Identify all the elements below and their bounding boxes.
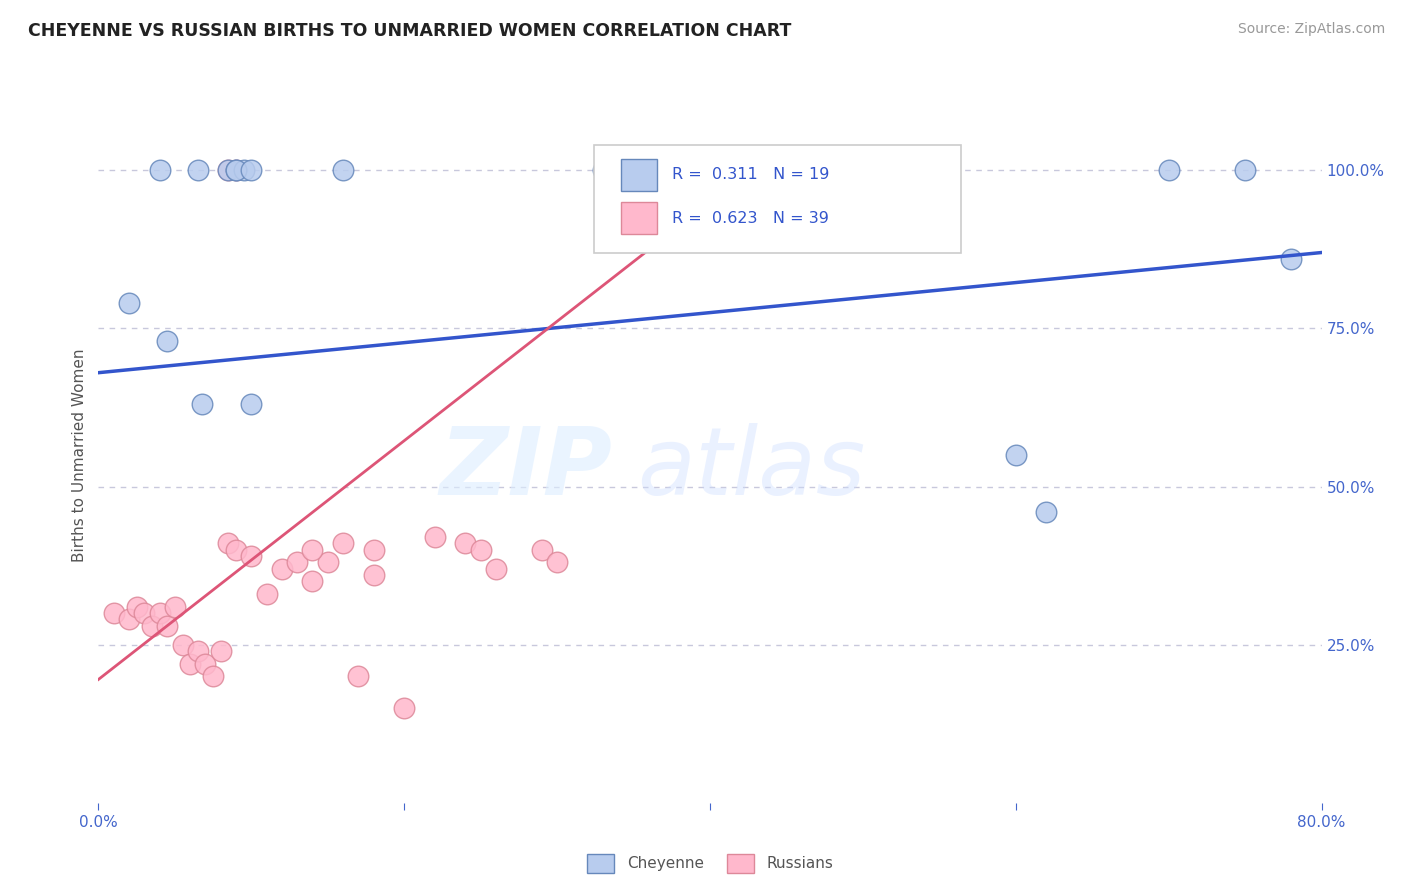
Point [125, 599, 148, 614]
Point [852, 163, 875, 178]
Point [225, 542, 247, 557]
Point [485, 562, 508, 576]
Text: R =  0.311   N = 19: R = 0.311 N = 19 [672, 167, 830, 182]
Point [232, 163, 254, 178]
Point [301, 574, 323, 589]
Point [1279, 252, 1302, 266]
Point [363, 542, 385, 557]
Y-axis label: Births to Unmarried Women: Births to Unmarried Women [72, 348, 87, 562]
Point [699, 163, 721, 178]
Point [118, 296, 141, 310]
Point [217, 163, 239, 178]
Point [470, 542, 492, 557]
Point [240, 163, 263, 178]
Point [141, 618, 163, 632]
Point [172, 638, 194, 652]
Text: R =  0.623   N = 39: R = 0.623 N = 39 [672, 211, 830, 226]
Point [530, 542, 553, 557]
Text: Source: ZipAtlas.com: Source: ZipAtlas.com [1237, 22, 1385, 37]
Point [301, 542, 323, 557]
Point [1234, 163, 1257, 178]
Point [134, 606, 156, 620]
Point [156, 334, 179, 348]
Point [202, 669, 225, 683]
Point [1004, 448, 1026, 462]
Point [225, 163, 247, 178]
Point [1035, 505, 1057, 519]
Point [392, 701, 416, 715]
Point [332, 536, 354, 550]
Point [363, 568, 385, 582]
Point [225, 163, 247, 178]
Point [592, 163, 614, 178]
Point [270, 562, 292, 576]
Point [454, 536, 477, 550]
FancyBboxPatch shape [593, 145, 960, 253]
Point [149, 163, 172, 178]
Point [187, 163, 209, 178]
Point [240, 549, 263, 563]
Point [179, 657, 201, 671]
Point [285, 556, 308, 570]
Point [546, 556, 568, 570]
Point [240, 397, 263, 411]
Text: ZIP: ZIP [439, 423, 612, 515]
Text: CHEYENNE VS RUSSIAN BIRTHS TO UNMARRIED WOMEN CORRELATION CHART: CHEYENNE VS RUSSIAN BIRTHS TO UNMARRIED … [28, 22, 792, 40]
Legend: Cheyenne, Russians: Cheyenne, Russians [581, 847, 839, 879]
Point [118, 612, 141, 626]
Point [209, 644, 232, 658]
Point [1157, 163, 1180, 178]
Point [852, 163, 875, 178]
Point [225, 163, 247, 178]
Point [163, 599, 186, 614]
Point [217, 536, 239, 550]
Point [423, 530, 446, 544]
Bar [620, 202, 658, 234]
Text: atlas: atlas [637, 424, 865, 515]
Bar [620, 159, 658, 191]
Point [149, 606, 172, 620]
Point [316, 556, 339, 570]
Point [256, 587, 278, 601]
Point [347, 669, 370, 683]
Point [187, 644, 209, 658]
Point [217, 163, 239, 178]
Point [191, 397, 214, 411]
Point [730, 163, 752, 178]
Point [103, 606, 125, 620]
Point [194, 657, 217, 671]
Point [332, 163, 354, 178]
Point [156, 618, 179, 632]
